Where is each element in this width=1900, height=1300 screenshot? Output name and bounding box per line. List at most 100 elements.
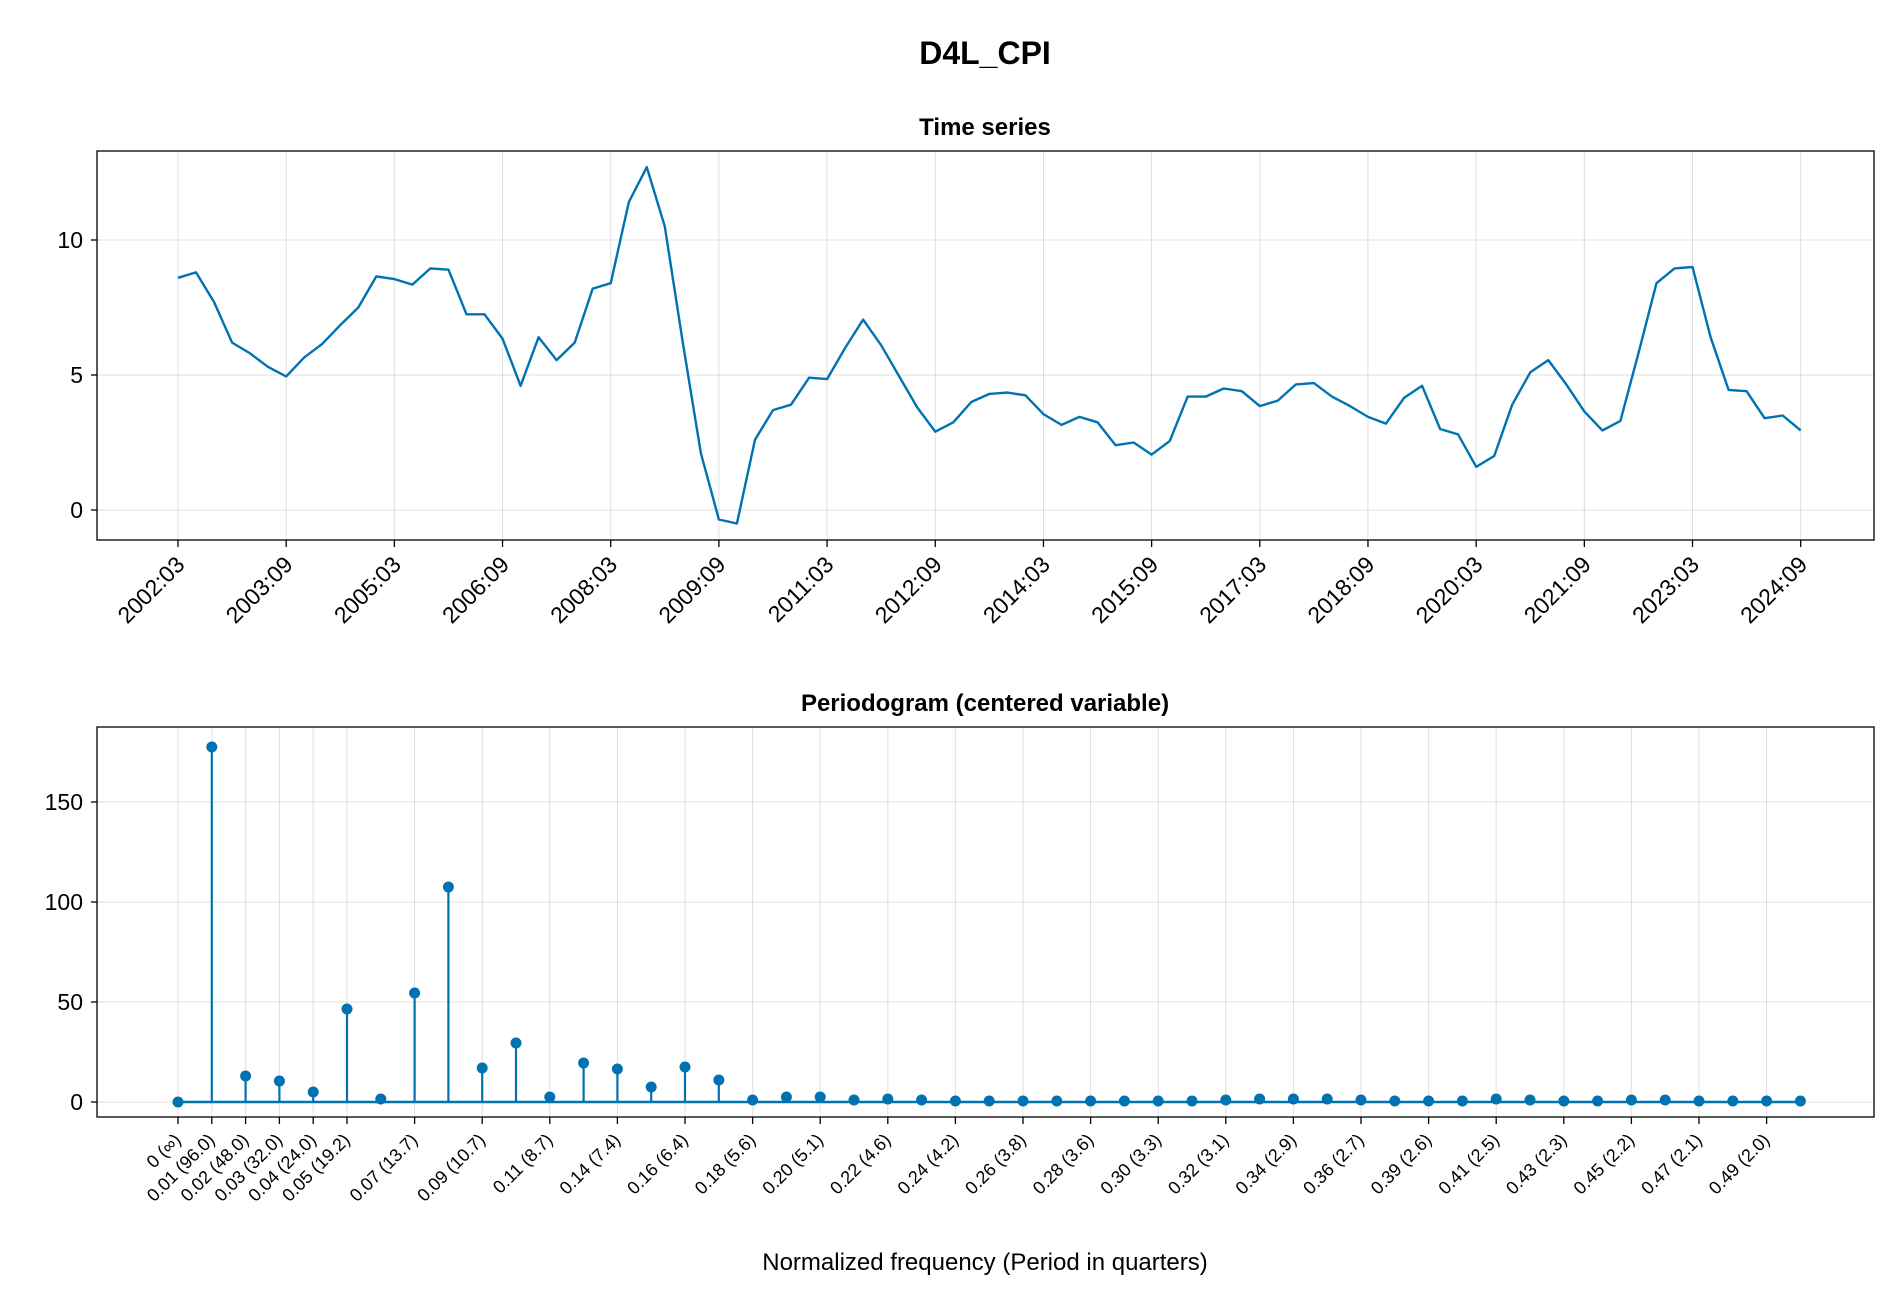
ts-x-tick-label: 2014:03 <box>978 551 1055 628</box>
figure-title: D4L_CPI <box>919 35 1051 71</box>
pg-x-tick-label: 0.07 (13.7) <box>346 1130 422 1206</box>
ts-x-tick-label: 2003:09 <box>221 551 298 628</box>
pg-stem-marker <box>679 1061 691 1073</box>
pg-stem-marker <box>983 1095 995 1107</box>
periodogram-x-axis-label: Normalized frequency (Period in quarters… <box>762 1249 1208 1276</box>
pg-x-tick-label: 0.41 (2.5) <box>1434 1130 1503 1199</box>
ts-x-tick-label: 2020:03 <box>1411 551 1488 628</box>
pg-x-tick-label: 0.49 (2.0) <box>1705 1130 1774 1199</box>
pg-stem-marker <box>1220 1094 1232 1106</box>
ts-x-tick-label: 2023:03 <box>1627 551 1704 628</box>
pg-stem-marker <box>1017 1095 1029 1107</box>
ts-x-tick-label: 2012:09 <box>870 551 947 628</box>
pg-stem-marker <box>578 1057 590 1069</box>
ts-x-tick-label: 2018:09 <box>1302 551 1379 628</box>
pg-stem-marker <box>1727 1095 1739 1107</box>
time-series-grid <box>97 151 1874 540</box>
pg-stem-marker <box>240 1070 252 1082</box>
pg-x-tick-label: 0.14 (7.4) <box>556 1130 625 1199</box>
pg-stem-marker <box>341 1003 353 1015</box>
pg-stem-marker <box>1118 1095 1130 1107</box>
pg-x-tick-label: 0.47 (2.1) <box>1637 1130 1706 1199</box>
ts-y-tick-label: 10 <box>57 227 83 253</box>
pg-x-tick-label: 0.09 (10.7) <box>413 1130 489 1206</box>
pg-stem-marker <box>1287 1093 1299 1105</box>
pg-stem-marker <box>1558 1095 1570 1107</box>
pg-stem-marker <box>1592 1095 1604 1107</box>
pg-x-tick-label: 0.45 (2.2) <box>1570 1130 1639 1199</box>
ts-x-tick-label: 2015:09 <box>1086 551 1163 628</box>
pg-stem-marker <box>1490 1093 1502 1105</box>
pg-x-tick-label: 0.36 (2.7) <box>1299 1130 1368 1199</box>
ts-x-tick-label: 2006:09 <box>437 551 514 628</box>
pg-stem-marker <box>1693 1095 1705 1107</box>
pg-stem-marker <box>1659 1094 1671 1106</box>
pg-stem-marker <box>747 1094 759 1106</box>
ts-x-tick-label: 2017:03 <box>1194 551 1271 628</box>
pg-x-tick-label: 0.30 (3.3) <box>1096 1130 1165 1199</box>
pg-x-tick-label: 0.18 (5.6) <box>691 1130 760 1199</box>
pg-stem-marker <box>1051 1095 1063 1107</box>
pg-y-tick-label: 50 <box>57 989 83 1015</box>
pg-stem-marker <box>1761 1095 1773 1107</box>
pg-stem-marker <box>882 1093 894 1105</box>
pg-x-tick-label: 0.26 (3.8) <box>961 1130 1030 1199</box>
pg-stem-marker <box>848 1094 860 1106</box>
pg-stem-marker <box>442 881 454 893</box>
pg-x-tick-label: 0.11 (8.7) <box>489 1130 557 1198</box>
ts-x-tick-label: 2024:09 <box>1735 551 1812 628</box>
ts-series-line <box>177 165 1802 525</box>
pg-x-tick-label: 0.39 (2.6) <box>1367 1130 1436 1199</box>
pg-stem-marker <box>172 1096 184 1108</box>
pg-x-tick-label: 0.22 (4.6) <box>826 1130 895 1199</box>
pg-stem-marker <box>1423 1095 1435 1107</box>
pg-stem-marker <box>1085 1095 1097 1107</box>
periodogram-y-axis: 0 50 100 150 <box>45 789 97 1115</box>
pg-stem-marker <box>476 1062 488 1074</box>
time-series-frame <box>96 150 1875 541</box>
pg-stem-marker <box>1389 1095 1401 1107</box>
time-series-plot <box>177 165 1802 525</box>
pg-stem-marker <box>1321 1093 1333 1105</box>
periodogram-x-axis: 0 (∞)0.01 (96.0)0.02 (48.0)0.03 (32.0)0.… <box>143 1117 1774 1206</box>
pg-y-tick-label: 0 <box>70 1089 83 1115</box>
periodogram-plot <box>172 741 1806 1108</box>
pg-x-tick-label: 0.34 (2.9) <box>1232 1130 1301 1199</box>
ts-x-tick-label: 2011:03 <box>763 551 839 627</box>
pg-stem-marker <box>611 1063 623 1075</box>
pg-stem-marker <box>780 1091 792 1103</box>
time-series-title: Time series <box>919 114 1051 141</box>
pg-stem-marker <box>1524 1094 1536 1106</box>
pg-stem-marker <box>1186 1095 1198 1107</box>
periodogram-panel: Periodogram (centered variable) 0 50 100 15… <box>45 690 1875 1276</box>
pg-y-tick-label: 150 <box>45 789 83 815</box>
ts-x-tick-label: 2008:03 <box>545 551 622 628</box>
pg-stem-marker <box>949 1095 961 1107</box>
pg-stem-marker <box>1152 1095 1164 1107</box>
pg-x-tick-label: 0.24 (4.2) <box>894 1130 963 1199</box>
pg-stem-marker <box>645 1081 657 1093</box>
ts-y-tick-label: 0 <box>70 497 83 523</box>
pg-stem-marker <box>713 1074 725 1086</box>
pg-stem-marker <box>1254 1093 1266 1105</box>
pg-x-tick-label: 0.28 (3.6) <box>1029 1130 1098 1199</box>
pg-x-tick-label: 0.16 (6.4) <box>623 1130 692 1199</box>
pg-stem-marker <box>1355 1094 1367 1106</box>
ts-x-tick-label: 2021:09 <box>1519 551 1596 628</box>
periodogram-title: Periodogram (centered variable) <box>801 690 1169 717</box>
pg-stem-marker <box>1625 1094 1637 1106</box>
pg-stem-marker <box>814 1091 826 1103</box>
pg-stem-marker <box>206 741 218 753</box>
periodogram-grid <box>97 727 1874 1117</box>
pg-stem-marker <box>1456 1095 1468 1107</box>
pg-stem-marker <box>510 1037 522 1049</box>
pg-stem-marker <box>273 1075 285 1087</box>
ts-x-tick-label: 2009:09 <box>653 551 730 628</box>
pg-stem-marker <box>307 1086 319 1098</box>
time-series-x-axis: 2002:03 2003:09 2005:03 2006:09 2008:03 2009:… <box>112 540 1812 628</box>
ts-y-tick-label: 5 <box>70 362 83 388</box>
pg-y-tick-label: 100 <box>45 889 83 915</box>
